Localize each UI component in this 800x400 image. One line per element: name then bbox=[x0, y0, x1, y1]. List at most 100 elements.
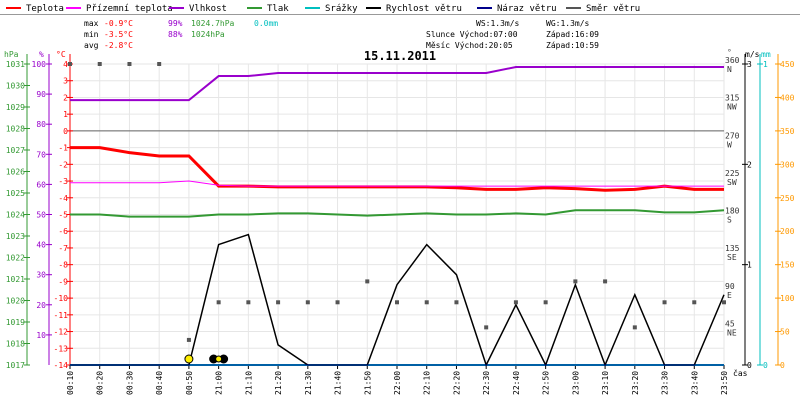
tick-label: 3 bbox=[747, 60, 752, 69]
tick-label: 1019 bbox=[6, 318, 25, 327]
tick-label: 1022 bbox=[6, 254, 25, 263]
legend-item: Vlhkost bbox=[189, 4, 227, 14]
dir-degree-label: 45 bbox=[725, 319, 735, 328]
stat-min-label: min bbox=[84, 30, 99, 39]
legend: Teplota Přízemní teplota Vlhkost Tlak Srážky… bbox=[0, 0, 800, 15]
dir-name-label: SW bbox=[727, 178, 737, 187]
dir-degree-label: 180 bbox=[725, 207, 740, 216]
wind-direction-point bbox=[395, 300, 399, 305]
x-tick-label: 22:40 bbox=[512, 371, 521, 395]
dir-name-label: S bbox=[727, 216, 732, 225]
tick-label: -11 bbox=[54, 311, 69, 320]
x-tick-label: 23:10 bbox=[601, 371, 610, 395]
wind-direction-point bbox=[305, 300, 310, 305]
tick-label: 80 bbox=[36, 120, 46, 129]
tick-label: 350 bbox=[780, 127, 795, 136]
legend-item: Srážky bbox=[325, 4, 358, 14]
stat-max-temp: -0.9°C bbox=[104, 19, 133, 28]
tick-label: 0 bbox=[763, 361, 768, 370]
dir-degree-label: 270 bbox=[725, 131, 740, 140]
unit-mm: mm bbox=[761, 50, 771, 59]
sunset-marker bbox=[184, 354, 194, 364]
x-tick-label: 21:00 bbox=[215, 371, 224, 395]
tick-label: -10 bbox=[54, 294, 69, 303]
tick-label: -6 bbox=[58, 227, 68, 236]
tick-label: -9 bbox=[58, 277, 68, 286]
wind-direction-point bbox=[276, 300, 281, 305]
tick-label: 2 bbox=[63, 93, 68, 102]
tick-label: 1025 bbox=[6, 189, 25, 198]
wind-direction-point bbox=[97, 62, 102, 66]
wind-direction-point bbox=[484, 325, 489, 330]
tick-label: 1021 bbox=[6, 275, 25, 284]
tick-label: -1 bbox=[58, 144, 68, 153]
dir-name-label: NE bbox=[727, 328, 737, 337]
wind-direction-point bbox=[573, 279, 578, 284]
tick-label: 10 bbox=[36, 331, 46, 340]
tick-label: 1018 bbox=[6, 340, 25, 349]
x-tick-label: 21:10 bbox=[244, 371, 253, 395]
tick-label: 150 bbox=[780, 261, 795, 270]
tick-label: 1031 bbox=[6, 60, 25, 69]
wind-direction-point bbox=[68, 62, 72, 66]
info-mesic-zapad: Západ:10:59 bbox=[546, 41, 599, 50]
dir-degree-label: 225 bbox=[725, 169, 740, 178]
x-tick-label: 21:40 bbox=[334, 371, 343, 395]
tick-label: -5 bbox=[58, 211, 68, 220]
x-tick-label: 23:00 bbox=[571, 371, 580, 395]
unit-degc: °C bbox=[56, 50, 66, 59]
wind-direction-point bbox=[246, 300, 251, 305]
unit-hpa: hPa bbox=[4, 50, 19, 59]
x-tick-label: 00:30 bbox=[125, 371, 134, 395]
legend-item: Rychlost větru bbox=[386, 4, 462, 14]
x-tick-label: 23:50 bbox=[720, 371, 729, 395]
x-tick-label: 23:30 bbox=[661, 371, 670, 395]
series-line bbox=[70, 66, 724, 102]
tick-label: 40 bbox=[36, 241, 46, 250]
tick-label: 1 bbox=[763, 60, 768, 69]
tick-label: 100 bbox=[32, 60, 47, 69]
dir-name-label: SE bbox=[727, 253, 737, 262]
x-tick-label: 00:40 bbox=[155, 371, 164, 395]
tick-label: 450 bbox=[780, 60, 795, 69]
x-tick-label: 00:10 bbox=[66, 371, 75, 395]
legend-item: Tlak bbox=[267, 4, 289, 14]
tick-label: 2 bbox=[747, 160, 752, 169]
tick-label: -3 bbox=[58, 177, 68, 186]
wind-direction-point bbox=[127, 62, 132, 66]
wind-direction-point bbox=[543, 300, 548, 305]
tick-label: 0 bbox=[780, 361, 785, 370]
x-tick-label: 22:50 bbox=[542, 371, 551, 395]
tick-label: -4 bbox=[58, 194, 68, 203]
x-tick-label: 22:20 bbox=[452, 371, 461, 395]
tick-label: 0 bbox=[63, 127, 68, 136]
chart-title: 15.11.2011 bbox=[364, 49, 436, 63]
unit-cas: čas bbox=[733, 368, 748, 378]
wind-direction-point bbox=[722, 300, 726, 305]
tick-label: 200 bbox=[780, 227, 795, 236]
tick-label: 3 bbox=[63, 77, 68, 86]
wind-direction-point bbox=[216, 300, 221, 305]
wind-direction-point bbox=[632, 325, 637, 330]
dir-name-label: NW bbox=[727, 103, 737, 112]
dir-degree-label: 135 bbox=[725, 244, 740, 253]
unit-ms: m/s bbox=[745, 50, 760, 59]
x-tick-label: 23:40 bbox=[690, 371, 699, 395]
tick-label: 1027 bbox=[6, 146, 25, 155]
moonrise-marker bbox=[215, 355, 223, 363]
stat-max-rain: 0.0mm bbox=[254, 19, 278, 28]
stat-min-temp: -3.5°C bbox=[104, 30, 133, 39]
tick-label: 50 bbox=[780, 328, 790, 337]
tick-label: 20 bbox=[36, 301, 46, 310]
wind-direction-point bbox=[603, 279, 608, 284]
info-slunce: Slunce Východ:07:00 bbox=[426, 30, 518, 39]
dir-name-label: W bbox=[727, 140, 732, 149]
legend-item: Směr větru bbox=[586, 4, 640, 14]
series-line bbox=[70, 209, 725, 218]
dir-name-label: E bbox=[727, 291, 732, 300]
dir-degree-label: 360 bbox=[725, 56, 740, 65]
dir-degree-label: 315 bbox=[725, 94, 740, 103]
wind-direction-point bbox=[186, 337, 191, 342]
